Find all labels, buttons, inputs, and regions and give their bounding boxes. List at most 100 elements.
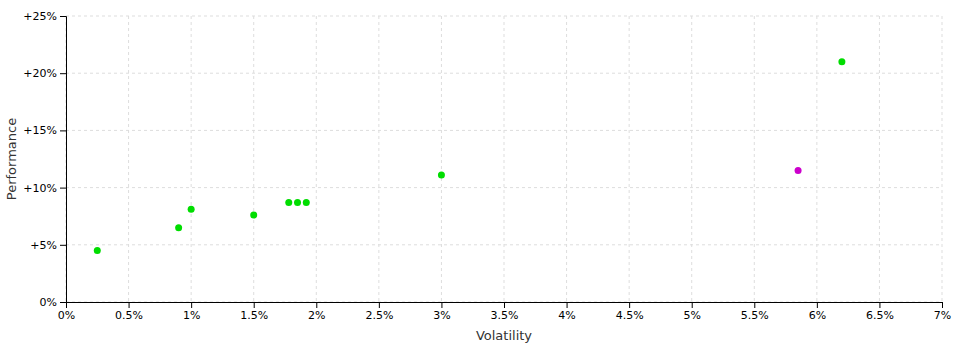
x-tick-label: 6.5% xyxy=(866,309,894,322)
x-tick: 6% xyxy=(809,302,826,322)
x-tick-label: 4% xyxy=(558,309,575,322)
x-tick-label: 2% xyxy=(308,309,325,322)
x-grid-line xyxy=(816,16,817,302)
point xyxy=(175,224,182,231)
y-tick-mark xyxy=(60,130,66,131)
y-tick: +20% xyxy=(23,67,66,80)
x-tick-label: 7% xyxy=(934,309,951,322)
x-grid-line xyxy=(378,16,379,302)
x-tick: 1% xyxy=(183,302,200,322)
x-tick-label: 3% xyxy=(433,309,450,322)
x-tick-label: 0% xyxy=(58,309,75,322)
x-tick-mark xyxy=(879,302,880,308)
plot-area: 0% 0.5% 1% 1.5% 2% 2.5% 3% 3.5% 4% 4.5% 5% 5.5% 6% 6.… xyxy=(4,10,951,343)
x-tick-label: 1.5% xyxy=(240,309,268,322)
x-tick-mark xyxy=(191,302,192,308)
y-grid-line xyxy=(66,73,942,74)
y-tick-label: +20% xyxy=(23,67,57,80)
x-grid-line xyxy=(942,16,943,302)
x-grid-line xyxy=(629,16,630,302)
y-tick-label: +15% xyxy=(23,124,57,137)
x-tick: 4% xyxy=(558,302,575,322)
y-tick: +25% xyxy=(23,10,66,23)
y-tick-mark xyxy=(60,302,66,303)
x-grid-line xyxy=(316,16,317,302)
x-tick-mark xyxy=(504,302,505,308)
x-tick-label: 4.5% xyxy=(616,309,644,322)
x-tick-mark xyxy=(567,302,568,308)
x-tick: 4.5% xyxy=(616,302,644,322)
grid xyxy=(66,16,942,302)
x-tick: 3% xyxy=(433,302,450,322)
x-tick: 6.5% xyxy=(866,302,894,322)
x-tick-mark xyxy=(754,302,755,308)
y-grid-line xyxy=(66,244,942,245)
x-tick-label: 2.5% xyxy=(365,309,393,322)
x-axis-line xyxy=(67,303,943,309)
point xyxy=(94,247,101,254)
y-tick-mark xyxy=(60,245,66,246)
point xyxy=(294,199,301,206)
x-grid-line xyxy=(191,16,192,302)
x-tick-mark xyxy=(129,302,130,308)
x-grid-line xyxy=(754,16,755,302)
chart: 0% 0.5% 1% 1.5% 2% 2.5% 3% 3.5% 4% 4.5% 5% 5.5% 6% 6.… xyxy=(0,0,966,350)
x-grid-line xyxy=(128,16,129,302)
y-grid-line xyxy=(66,130,942,131)
y-tick-mark xyxy=(60,188,66,189)
y-tick-label: 0% xyxy=(40,296,57,309)
x-tick-label: 6% xyxy=(809,309,826,322)
x-grid-line xyxy=(441,16,442,302)
x-grid-line xyxy=(253,16,254,302)
x-tick-label: 3.5% xyxy=(491,309,519,322)
y-axis: 0% +5% +10% +15% +20% +25% xyxy=(23,10,66,309)
y-tick-label: +25% xyxy=(23,10,57,23)
x-tick: 7% xyxy=(934,302,951,322)
y-tick: 0% xyxy=(40,296,66,309)
x-tick-mark xyxy=(942,302,943,308)
y-grid-line xyxy=(66,187,942,188)
x-tick-mark xyxy=(316,302,317,308)
x-tick: 3.5% xyxy=(491,302,519,322)
x-tick-label: 0.5% xyxy=(115,309,143,322)
points xyxy=(94,58,846,254)
y-tick-mark xyxy=(60,73,66,74)
x-grid-line xyxy=(504,16,505,302)
x-grid-line xyxy=(879,16,880,302)
point xyxy=(285,199,292,206)
x-axis: 0% 0.5% 1% 1.5% 2% 2.5% 3% 3.5% 4% 4.5% 5% 5.5% 6% 6.… xyxy=(58,302,951,322)
x-tick: 0% xyxy=(58,302,75,322)
point xyxy=(188,206,195,213)
x-tick-label: 5.5% xyxy=(741,309,769,322)
x-axis-title: Volatility xyxy=(476,328,532,343)
y-tick-label: +5% xyxy=(30,239,57,252)
x-grid-line xyxy=(691,16,692,302)
x-tick-mark xyxy=(629,302,630,308)
x-tick-mark xyxy=(692,302,693,308)
x-tick: 2% xyxy=(308,302,325,322)
y-grid-line xyxy=(66,16,942,17)
point xyxy=(250,212,257,219)
series xyxy=(795,167,802,174)
x-tick-label: 1% xyxy=(183,309,200,322)
y-axis-line xyxy=(60,17,67,303)
x-tick: 2.5% xyxy=(365,302,393,322)
point xyxy=(795,167,802,174)
y-tick-mark xyxy=(60,16,66,17)
point xyxy=(303,199,310,206)
point xyxy=(838,58,845,65)
y-tick-label: +10% xyxy=(23,182,57,195)
x-tick: 5% xyxy=(683,302,700,322)
x-tick-mark xyxy=(441,302,442,308)
y-axis-title: Performance xyxy=(4,118,19,200)
x-tick: 1.5% xyxy=(240,302,268,322)
point xyxy=(438,172,445,179)
series xyxy=(94,58,846,254)
y-tick: +10% xyxy=(23,182,66,195)
x-tick-mark xyxy=(817,302,818,308)
x-tick: 0.5% xyxy=(115,302,143,322)
x-tick-label: 5% xyxy=(683,309,700,322)
x-tick-mark xyxy=(379,302,380,308)
x-grid-line xyxy=(566,16,567,302)
y-tick: +5% xyxy=(30,239,66,252)
